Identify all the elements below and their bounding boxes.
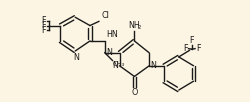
Text: F: F [182,44,187,53]
Text: NH: NH [128,21,139,30]
Text: F: F [42,26,46,35]
Text: Cl: Cl [101,11,109,20]
Text: HN: HN [106,30,117,39]
Text: N: N [72,53,78,62]
Text: 2: 2 [137,25,140,30]
Text: F: F [42,21,46,30]
Text: N: N [150,61,156,70]
Text: F: F [42,16,46,25]
Text: N: N [106,48,112,57]
Text: O: O [131,88,137,97]
Text: N: N [112,61,118,70]
Text: F: F [188,36,193,45]
Text: F: F [195,44,200,53]
Text: CH₃: CH₃ [112,61,125,67]
